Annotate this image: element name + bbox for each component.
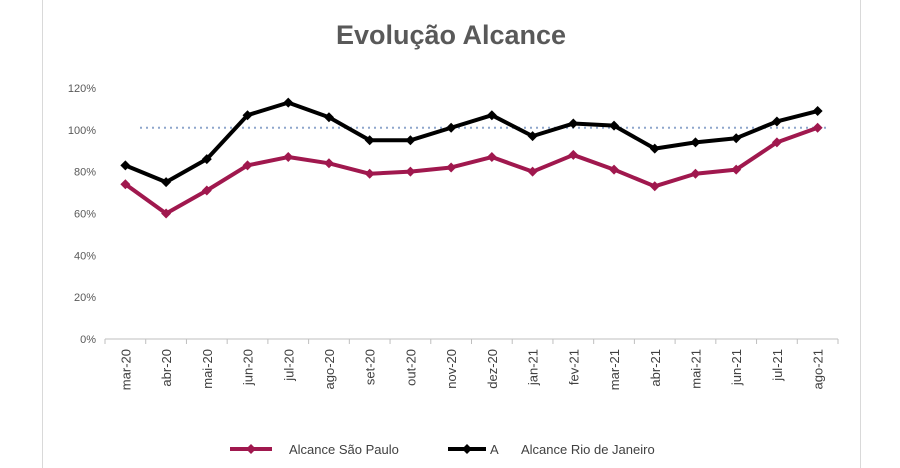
data-point bbox=[405, 166, 416, 177]
data-point bbox=[446, 162, 457, 173]
x-tick-label: nov-20 bbox=[444, 349, 459, 389]
x-tick-label: jan-21 bbox=[526, 349, 541, 386]
x-tick-label: set-20 bbox=[363, 349, 378, 385]
data-point bbox=[486, 152, 497, 163]
x-tick-label: abr-20 bbox=[159, 349, 174, 387]
x-tick-label: abr-21 bbox=[648, 349, 663, 387]
series-1 bbox=[120, 122, 823, 219]
data-point bbox=[283, 152, 294, 163]
y-tick-label: 0% bbox=[80, 334, 96, 346]
legend-label-sao-paulo: Alcance São Paulo bbox=[289, 442, 399, 457]
data-point bbox=[161, 177, 172, 188]
data-point bbox=[283, 97, 294, 108]
x-tick-label: mar-21 bbox=[607, 349, 622, 390]
data-point bbox=[242, 110, 253, 121]
data-point bbox=[323, 158, 334, 169]
x-tick-label: mai-20 bbox=[200, 349, 215, 389]
data-point bbox=[812, 106, 823, 117]
data-point bbox=[486, 110, 497, 121]
series-2 bbox=[120, 97, 823, 188]
data-point bbox=[201, 185, 212, 196]
x-tick-label: mai-21 bbox=[688, 349, 703, 389]
data-point bbox=[690, 137, 701, 148]
data-point bbox=[161, 208, 172, 219]
data-point bbox=[120, 179, 131, 190]
y-axis-labels: 0% 20% 40% 60% 80% 100% 120% bbox=[68, 83, 96, 346]
data-point bbox=[364, 135, 375, 146]
data-point bbox=[690, 168, 701, 179]
axes bbox=[104, 338, 839, 344]
data-point bbox=[812, 122, 823, 133]
data-point bbox=[364, 168, 375, 179]
x-tick-label: ago-20 bbox=[322, 349, 337, 389]
data-point bbox=[609, 120, 620, 131]
x-tick-label: jun-21 bbox=[729, 349, 744, 386]
data-point bbox=[568, 118, 579, 129]
y-tick-label: 60% bbox=[74, 209, 96, 221]
legend-marker-rio bbox=[462, 444, 472, 454]
data-point bbox=[446, 122, 457, 133]
x-tick-label: jul-20 bbox=[281, 349, 296, 382]
data-point bbox=[405, 135, 416, 146]
series-line bbox=[124, 100, 819, 185]
y-tick-label: 80% bbox=[74, 167, 96, 179]
data-point bbox=[527, 166, 538, 177]
data-point bbox=[731, 164, 742, 175]
y-tick-label: 100% bbox=[68, 125, 96, 137]
data-point bbox=[120, 160, 131, 171]
series-line bbox=[124, 125, 819, 216]
legend: Alcance São Paulo A Alcance Rio de Janeiro bbox=[230, 442, 655, 457]
data-point bbox=[323, 112, 334, 123]
data-point bbox=[771, 116, 782, 127]
legend-extra-label: A bbox=[490, 442, 499, 457]
x-tick-label: dez-20 bbox=[485, 349, 500, 389]
series-group bbox=[120, 97, 823, 219]
chart-title: Evolução Alcance bbox=[336, 20, 566, 50]
frame-border-left bbox=[42, 0, 43, 468]
x-tick-label: out-20 bbox=[403, 349, 418, 386]
x-tick-label: jul-21 bbox=[770, 349, 785, 382]
data-point bbox=[649, 143, 660, 154]
data-point bbox=[568, 149, 579, 160]
data-point bbox=[201, 154, 212, 165]
data-point bbox=[649, 181, 660, 192]
y-tick-label: 20% bbox=[74, 292, 96, 304]
data-point bbox=[771, 137, 782, 148]
data-point bbox=[242, 160, 253, 171]
x-tick-label: fev-21 bbox=[566, 349, 581, 385]
y-tick-label: 40% bbox=[74, 250, 96, 262]
legend-marker-sao-paulo bbox=[246, 444, 256, 454]
x-tick-label: mar-20 bbox=[118, 349, 133, 390]
data-point bbox=[527, 131, 538, 142]
data-point bbox=[731, 133, 742, 144]
x-axis-labels: mar-20 abr-20 mai-20 jun-20 jul-20 ago-20 set-… bbox=[118, 349, 825, 390]
legend-label-rio: Alcance Rio de Janeiro bbox=[521, 442, 655, 457]
x-tick-label: jun-20 bbox=[241, 349, 256, 386]
x-tick-label: ago-21 bbox=[811, 349, 826, 389]
data-point bbox=[609, 164, 620, 175]
y-tick-label: 120% bbox=[68, 83, 96, 95]
frame-border-right bbox=[860, 0, 861, 468]
